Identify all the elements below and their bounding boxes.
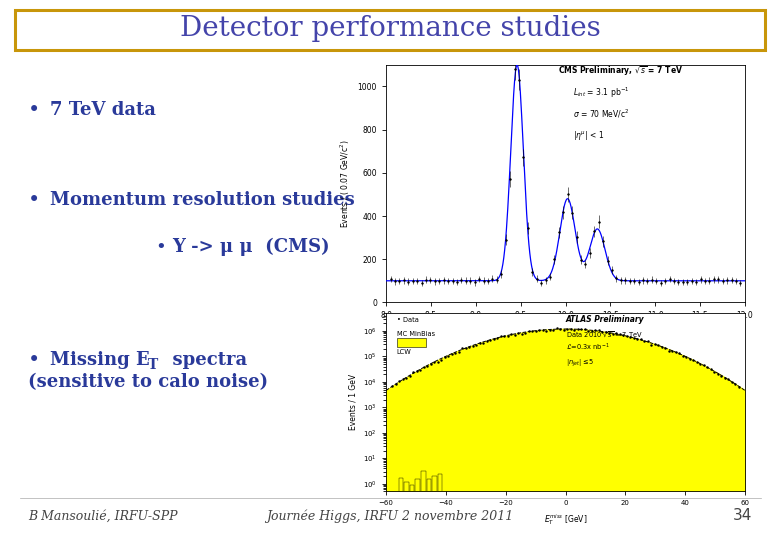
- MC MinBias: [652, 342, 661, 348]
- Text: 7 TeV data: 7 TeV data: [50, 101, 156, 119]
- Text: (sensitive to calo noise): (sensitive to calo noise): [28, 373, 268, 391]
- X-axis label: $E_T^{miss}$ [GeV]: $E_T^{miss}$ [GeV]: [544, 512, 587, 527]
- Text: •: •: [28, 190, 41, 210]
- Bar: [438, 474, 442, 497]
- Text: •: •: [155, 238, 165, 256]
- Bar: [421, 471, 426, 497]
- Text: 34: 34: [732, 509, 752, 523]
- Text: $|n_{jet}|\leq5$: $|n_{jet}|\leq5$: [566, 357, 594, 369]
- Text: (Atlas): (Atlas): [390, 373, 458, 391]
- MC MinBias: [381, 387, 391, 394]
- MC MinBias: [445, 352, 454, 358]
- Text: T: T: [148, 358, 158, 372]
- Text: Journée Higgs, IRFU 2 novembre 2011: Journée Higgs, IRFU 2 novembre 2011: [267, 509, 513, 523]
- FancyBboxPatch shape: [397, 338, 426, 347]
- Text: $L_{int}$ = 3.1 pb$^{-1}$: $L_{int}$ = 3.1 pb$^{-1}$: [573, 85, 629, 100]
- Text: •: •: [28, 350, 41, 370]
- Text: $|\eta^\mu|$ < 1: $|\eta^\mu|$ < 1: [573, 130, 604, 143]
- MC MinBias: [544, 326, 553, 333]
- Text: Missing E: Missing E: [50, 351, 150, 369]
- X-axis label: $\mu^+\mu^-$ mass (GeV/c$^2$): $\mu^+\mu^-$ mass (GeV/c$^2$): [524, 326, 607, 340]
- Text: MC MinBias: MC MinBias: [397, 332, 435, 338]
- Text: ATLAS Preliminary: ATLAS Preliminary: [566, 315, 644, 324]
- Text: Detector performance studies: Detector performance studies: [179, 16, 601, 43]
- Text: • Data: • Data: [397, 317, 419, 323]
- Line: MC MinBias: MC MinBias: [386, 329, 745, 390]
- MC MinBias: [740, 387, 750, 394]
- Bar: [399, 478, 403, 497]
- Text: Data 2010 $\sqrt{s}$ = 7 TeV: Data 2010 $\sqrt{s}$ = 7 TeV: [566, 329, 643, 339]
- Bar: [404, 482, 409, 497]
- Y-axis label: Events / ( 0.07 GeV/c$^2$): Events / ( 0.07 GeV/c$^2$): [339, 139, 352, 228]
- Text: B Mansoulié, IRFU-SPP: B Mansoulié, IRFU-SPP: [28, 510, 178, 523]
- Text: Y -> μ μ  (CMS): Y -> μ μ (CMS): [172, 238, 330, 256]
- Bar: [432, 476, 437, 497]
- Bar: [410, 484, 414, 497]
- Text: $\mathcal{L}$=0.3x nb$^{-1}$: $\mathcal{L}$=0.3x nb$^{-1}$: [566, 342, 609, 353]
- Text: spectra: spectra: [160, 351, 247, 369]
- Text: •: •: [28, 100, 41, 120]
- MC MinBias: [473, 340, 483, 347]
- FancyBboxPatch shape: [15, 10, 765, 50]
- Bar: [416, 479, 420, 497]
- MC MinBias: [594, 328, 603, 334]
- Bar: [427, 480, 431, 497]
- Text: LCW: LCW: [397, 349, 412, 355]
- Text: Momentum resolution studies: Momentum resolution studies: [50, 191, 355, 209]
- MC MinBias: [561, 326, 570, 332]
- Text: CMS Preliminary, $\sqrt{s}$ = 7 TeV: CMS Preliminary, $\sqrt{s}$ = 7 TeV: [558, 65, 683, 78]
- Text: $\sigma$ = 70 MeV/c$^2$: $\sigma$ = 70 MeV/c$^2$: [573, 107, 629, 119]
- Y-axis label: Events / 1 GeV: Events / 1 GeV: [349, 374, 358, 430]
- MC MinBias: [622, 333, 631, 339]
